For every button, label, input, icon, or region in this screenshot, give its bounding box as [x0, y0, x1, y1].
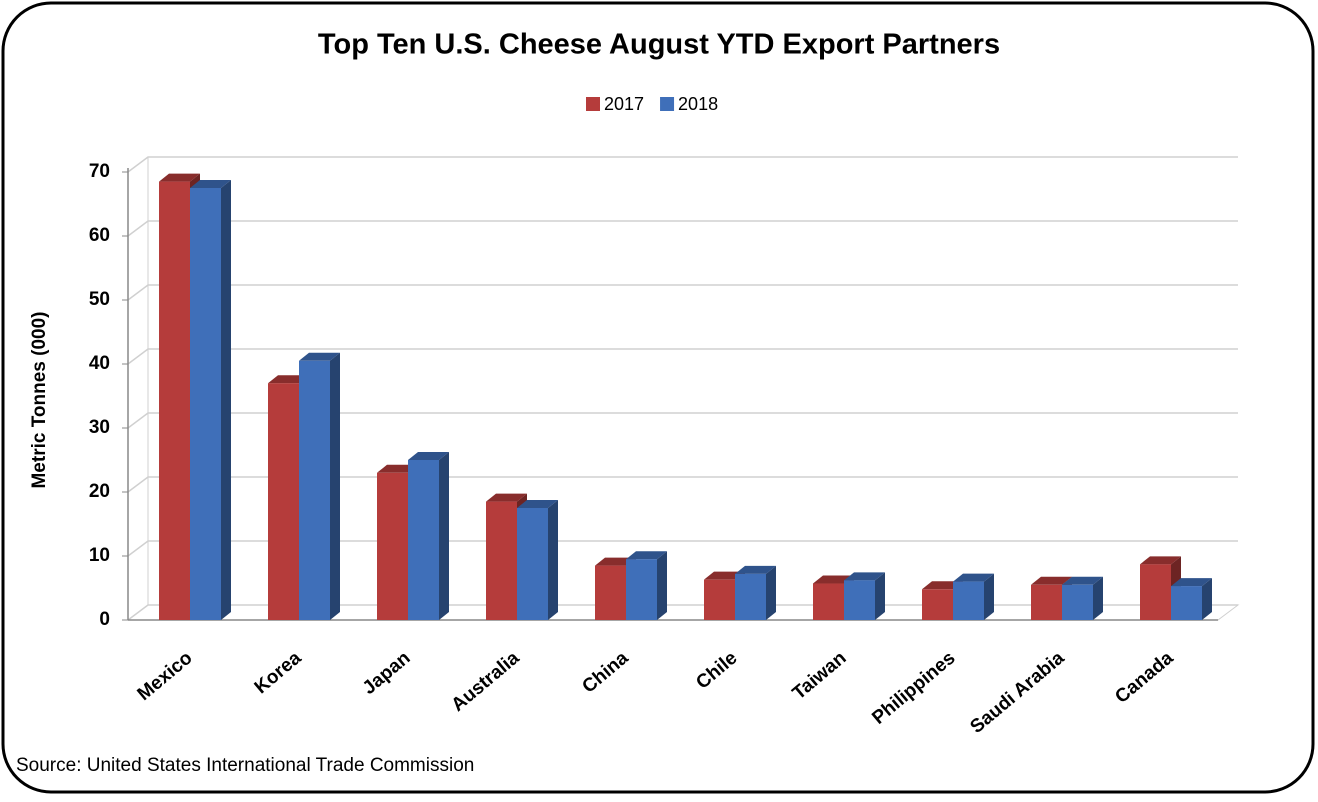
bar-side — [1202, 578, 1212, 620]
bar — [190, 180, 231, 620]
legend-swatch — [660, 97, 675, 111]
bar-side — [1093, 576, 1103, 620]
bar-top — [190, 180, 231, 188]
bar-top — [626, 551, 667, 560]
bar-front — [408, 460, 439, 620]
bar — [626, 551, 667, 620]
y-tick-label: 50 — [89, 289, 110, 310]
bar-side — [657, 551, 667, 620]
y-tick-label: 40 — [89, 353, 110, 374]
bar-top — [735, 565, 776, 574]
chart-title: Top Ten U.S. Cheese August YTD Export Pa… — [318, 29, 1000, 61]
bar — [408, 452, 449, 620]
bar-front — [735, 573, 766, 620]
legend-label: 2018 — [678, 94, 718, 114]
bar-top — [486, 493, 527, 502]
bar-side — [330, 352, 340, 620]
bar-top — [1062, 576, 1103, 585]
bar-side — [548, 500, 558, 620]
bar — [953, 573, 994, 620]
bar — [299, 352, 340, 620]
bar-front — [1062, 584, 1093, 620]
y-axis-label: Metric Tonnes (000) — [29, 311, 50, 488]
bar-front — [922, 589, 953, 620]
bar-side — [766, 565, 776, 620]
bar-side — [221, 180, 231, 620]
legend-label: 2017 — [604, 94, 644, 114]
bar-front — [299, 360, 330, 620]
grid-line — [127, 284, 1238, 301]
bar-top — [953, 573, 994, 582]
bar — [844, 572, 885, 620]
bar-front — [953, 581, 984, 620]
grid-line — [127, 156, 1238, 173]
y-tick-label: 60 — [89, 225, 110, 246]
bar — [1062, 576, 1103, 620]
bar — [517, 500, 558, 620]
grid-line — [127, 348, 1238, 365]
bar-side — [984, 573, 994, 620]
bar-top — [517, 500, 558, 508]
bar-front — [159, 181, 190, 620]
bar-top — [159, 173, 200, 182]
legend-swatch — [586, 97, 600, 111]
bar — [735, 565, 776, 620]
bar-top — [377, 464, 418, 473]
grid-line — [127, 476, 1238, 493]
y-tick-label: 30 — [89, 417, 110, 438]
bar-front — [844, 580, 875, 620]
bar-top — [813, 575, 854, 584]
bar-top — [1031, 576, 1072, 585]
y-tick-label: 20 — [89, 481, 110, 502]
bar-front — [1140, 564, 1171, 620]
bar-top — [844, 572, 885, 581]
bar-top — [268, 375, 309, 384]
y-tick-label: 70 — [89, 161, 110, 182]
bar-front — [626, 559, 657, 620]
bar-top — [922, 581, 963, 590]
grid-line — [127, 220, 1238, 237]
bar-front — [704, 579, 735, 620]
y-tick-label: 0 — [99, 609, 110, 630]
grid-line — [127, 412, 1238, 429]
bar-top — [704, 571, 745, 580]
bar-top — [1171, 578, 1212, 587]
bar-side — [439, 452, 449, 620]
y-tick-label: 10 — [89, 545, 110, 566]
bar-top — [595, 557, 636, 566]
bar-front — [377, 472, 408, 620]
bar-front — [190, 188, 221, 620]
bar-front — [813, 583, 844, 620]
bar — [1171, 578, 1212, 620]
bar-top — [1140, 556, 1181, 565]
bar-top — [299, 352, 340, 361]
grid-line — [127, 540, 1238, 557]
bar-side — [875, 572, 885, 620]
bar-top — [408, 452, 449, 460]
bar-front — [268, 383, 299, 620]
source-note: Source: United States International Trad… — [16, 755, 474, 776]
bar-front — [1031, 584, 1062, 620]
bar-front — [517, 508, 548, 620]
bar-front — [486, 501, 517, 620]
bar-front — [595, 565, 626, 620]
bar-front — [1171, 586, 1202, 620]
